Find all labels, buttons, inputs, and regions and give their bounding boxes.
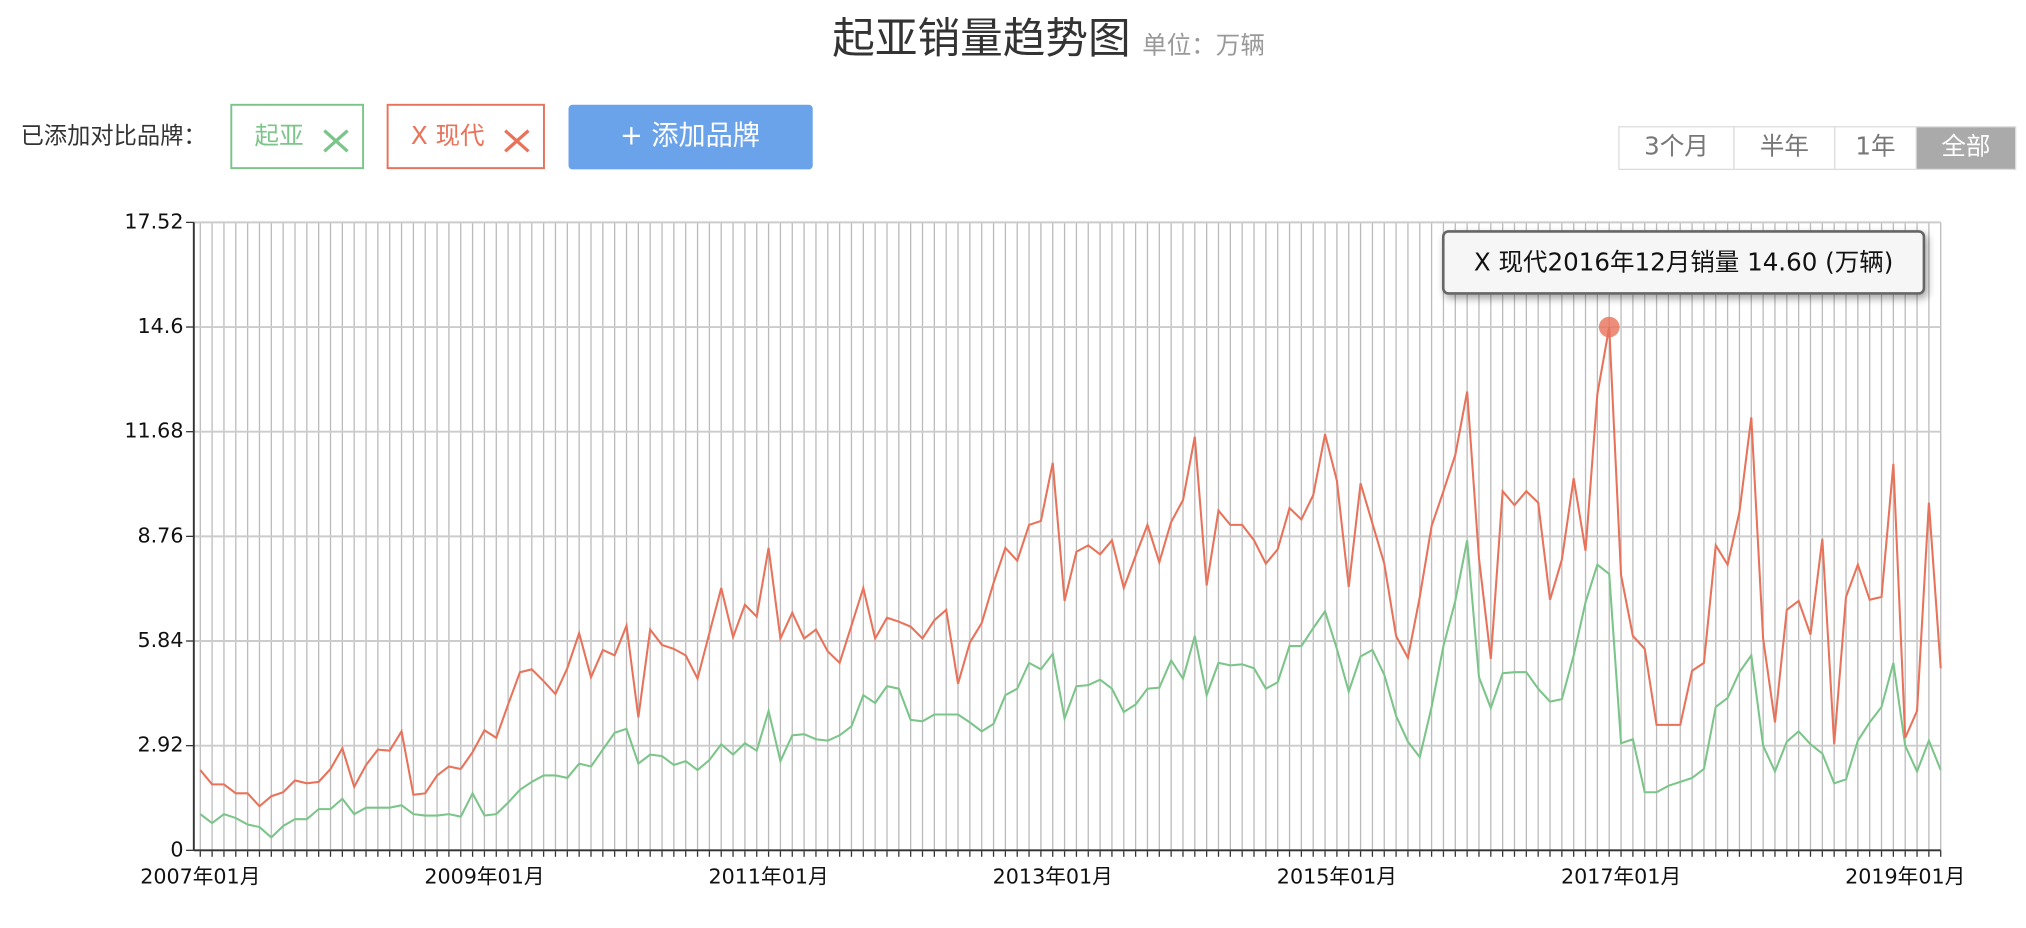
- range-button[interactable]: [1834, 126, 1917, 171]
- add-button[interactable]: [568, 104, 813, 170]
- series-line: [199, 326, 1942, 808]
- tooltip-box: [1441, 230, 1926, 295]
- range-label[interactable]: 全部: [1941, 131, 1990, 160]
- range-label[interactable]: 3个月: [1644, 131, 1709, 160]
- series-line: [199, 540, 1942, 839]
- range-button[interactable]: [1733, 126, 1836, 171]
- y-tick-label: 2.92: [137, 733, 183, 757]
- x-tick-label: 2017年01月: [1561, 864, 1681, 888]
- brand-label: 已添加对比品牌：: [21, 123, 207, 150]
- y-tick-label: 5.84: [137, 628, 183, 652]
- range-button[interactable]: [1618, 126, 1735, 171]
- y-tick-label: 17.52: [124, 209, 183, 233]
- tooltip-text: X 现代2016年12月销量 14.60 (万辆): [1474, 248, 1893, 277]
- y-tick-label: 14.6: [137, 314, 183, 338]
- add-button-label[interactable]: + 添加品牌: [620, 121, 760, 152]
- range-button[interactable]: [1915, 126, 2017, 171]
- y-tick-label: 8.76: [137, 523, 183, 547]
- x-tick-label: 2019年01月: [1845, 864, 1965, 888]
- x-tick-label: 2013年01月: [993, 864, 1113, 888]
- chart-title: 起亚销量趋势图: [832, 14, 1130, 64]
- legend-label: X 现代: [411, 121, 485, 150]
- highlight-point: [1598, 316, 1620, 338]
- brand-chips: 起亚 X 现代: [230, 103, 545, 170]
- x-tick-label: 2009年01月: [424, 864, 544, 888]
- y-tick-label: 0: [170, 837, 183, 861]
- range-label[interactable]: 1年: [1855, 131, 1895, 160]
- y-tick-label: 11.68: [124, 419, 183, 443]
- x-tick-label: 2015年01月: [1277, 864, 1397, 888]
- range-label[interactable]: 半年: [1760, 131, 1809, 160]
- x-tick-label: 2007年01月: [140, 864, 260, 888]
- legend-label: 起亚: [255, 121, 304, 150]
- x-tick-label: 2011年01月: [708, 864, 828, 888]
- brand-chip[interactable]: [386, 103, 545, 170]
- chart-subtitle: 单位：万辆: [1142, 31, 1265, 60]
- remove-icon[interactable]: [504, 129, 530, 153]
- remove-icon[interactable]: [323, 129, 349, 153]
- range-buttons: 3个月 半年 1年 全部: [1618, 126, 2017, 171]
